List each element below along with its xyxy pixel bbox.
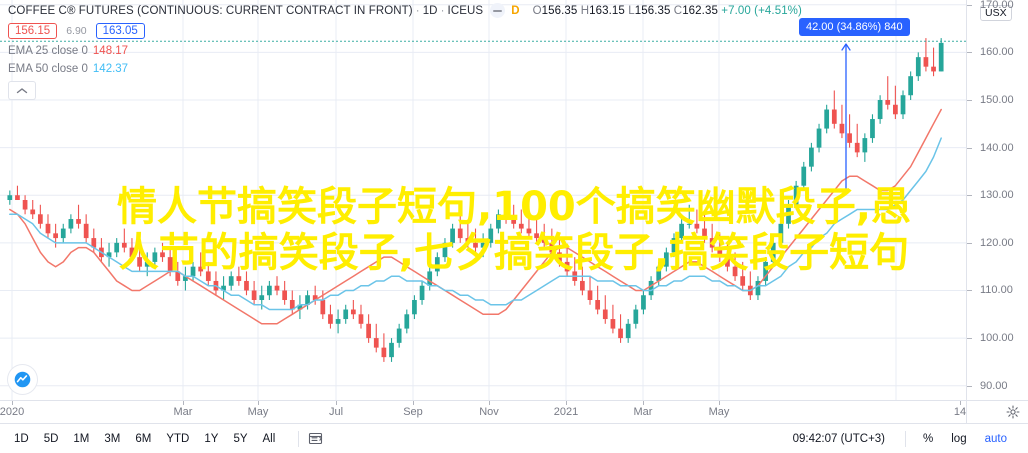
range-button-6m[interactable]: 6M [135, 432, 152, 445]
range-button-5d[interactable]: 5D [43, 432, 59, 445]
price-tick [967, 195, 972, 197]
measurement-badge: 42.00 (34.86%) 840 [799, 18, 910, 36]
time-tick [336, 401, 337, 405]
time-label: 2020 [0, 406, 25, 418]
log-scale-button[interactable]: log [951, 432, 967, 445]
time-label: Mar [633, 406, 653, 418]
calendar-range-icon[interactable] [307, 431, 325, 447]
price-label: 110.00 [980, 284, 1013, 297]
chart-plot-area[interactable] [0, 0, 966, 400]
time-tick [413, 401, 414, 405]
price-label: 140.00 [980, 141, 1014, 154]
auto-scale-button[interactable]: auto [984, 432, 1007, 445]
clock-label[interactable]: 09:42:07 (UTC+3) [792, 432, 886, 445]
candlestick-canvas [0, 0, 966, 400]
time-tick [258, 401, 259, 405]
price-tick [967, 338, 972, 340]
price-tick [967, 147, 972, 149]
time-scale-divider [966, 401, 967, 424]
time-label: May [708, 406, 730, 418]
price-label: 120.00 [980, 236, 1014, 249]
gear-icon[interactable] [1006, 405, 1020, 419]
range-button-3m[interactable]: 3M [104, 432, 121, 445]
range-button-1y[interactable]: 1Y [204, 432, 219, 445]
range-button-all[interactable]: All [262, 432, 276, 445]
toolbar-divider-2 [905, 430, 907, 447]
price-label: 90.00 [980, 379, 1008, 392]
toolbar-right-group: 09:42:07 (UTC+3) % log auto [792, 430, 1028, 447]
time-tick [566, 401, 567, 405]
time-scale[interactable]: 2020 Mar May Jul Sep Nov 2021 Mar May 14 [0, 400, 1028, 424]
time-tick [960, 401, 961, 405]
range-buttons-group: 1D 5D 1M 3M 6M YTD 1Y 5Y All [0, 430, 325, 447]
range-button-1m[interactable]: 1M [73, 432, 90, 445]
time-tick [489, 401, 490, 405]
price-label: 160.00 [980, 46, 1014, 59]
price-label: 130.00 [980, 189, 1014, 202]
toolbar-divider-1 [298, 430, 300, 447]
price-tick [967, 100, 972, 101]
bottom-toolbar: 1D 5D 1M 3M 6M YTD 1Y 5Y All 09:42:07 (UTC+3) % … [0, 423, 1028, 453]
range-button-5y[interactable]: 5Y [233, 432, 248, 445]
price-tick [967, 385, 972, 387]
currency-badge[interactable]: USX [980, 5, 1012, 21]
time-label: Nov [479, 406, 499, 418]
time-label: Sep [403, 406, 423, 418]
price-tick [967, 4, 972, 6]
price-label: 100.00 [980, 332, 1014, 345]
price-tick [967, 290, 972, 292]
price-tick [967, 242, 972, 244]
time-label: May [247, 406, 269, 418]
range-button-ytd[interactable]: YTD [166, 432, 190, 445]
price-label: 150.00 [980, 94, 1014, 106]
time-tick [183, 401, 184, 405]
time-label: Jul [328, 406, 344, 418]
time-label: 14 [953, 406, 967, 418]
time-tick [12, 401, 13, 405]
tradingview-logo[interactable] [8, 365, 37, 394]
price-label: 170.00 [980, 0, 1014, 11]
chevron-up-icon [16, 87, 28, 93]
price-tick [967, 52, 972, 54]
time-label: 2021 [553, 406, 579, 418]
collapse-legend-button[interactable] [8, 81, 36, 100]
price-scale[interactable]: USX 170.00 160.00 150.00 140.00 130.00 120.00… [966, 0, 1028, 400]
range-button-1d[interactable]: 1D [14, 432, 29, 445]
time-tick [719, 401, 720, 405]
percent-scale-button[interactable]: % [923, 432, 934, 445]
time-tick [643, 401, 644, 405]
time-label: Mar [173, 406, 193, 418]
tradingview-logo-icon [14, 371, 31, 388]
